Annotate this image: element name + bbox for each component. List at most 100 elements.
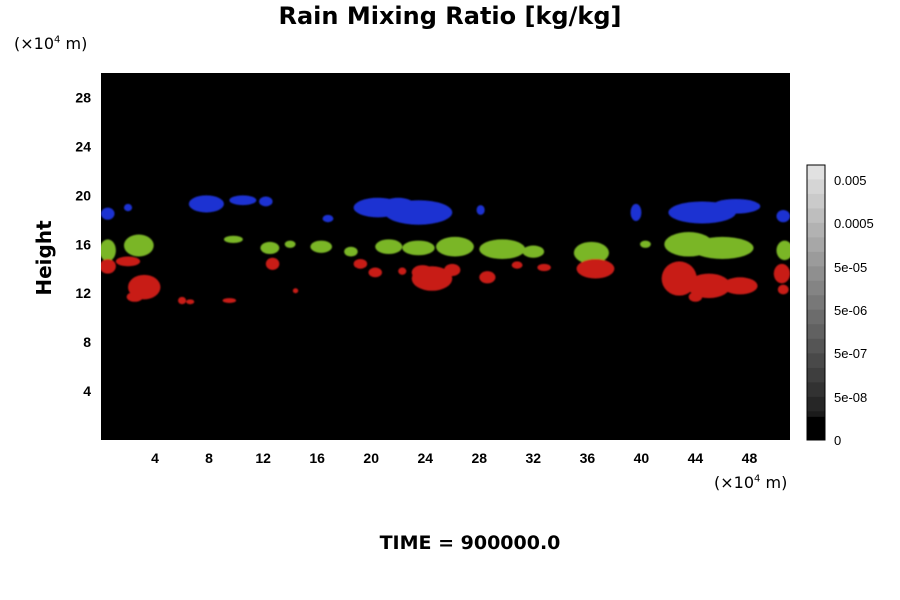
colorbar-zero-swatch — [807, 416, 825, 440]
blue-region — [188, 195, 224, 213]
blue-region — [229, 195, 257, 206]
x-unit-exponent: 4 — [754, 473, 761, 485]
colorbar-label: 0.0005 — [834, 216, 874, 231]
colorbar-swatch — [807, 324, 825, 339]
green-region — [344, 246, 358, 257]
red-region — [186, 299, 195, 305]
green-region — [375, 239, 403, 255]
red-region — [511, 261, 523, 269]
red-region — [368, 267, 383, 278]
colorbar-swatch — [807, 382, 825, 397]
red-region — [353, 258, 368, 269]
x-axis-unit: (×104 m) — [714, 473, 787, 492]
x-tick-label: 40 — [634, 450, 650, 466]
green-region — [640, 240, 651, 248]
red-region — [688, 291, 703, 302]
x-tick-label: 24 — [417, 450, 433, 466]
blue-region — [322, 214, 334, 223]
y-tick-label: 24 — [75, 138, 91, 154]
x-tick-label: 48 — [742, 450, 758, 466]
red-region — [178, 296, 187, 305]
colorbar-swatch — [807, 280, 825, 296]
x-tick-label: 8 — [205, 450, 213, 466]
red-region — [722, 277, 758, 295]
plot-area — [101, 73, 790, 440]
green-region — [691, 236, 754, 259]
blue-region — [776, 210, 790, 223]
green-region — [573, 241, 609, 264]
red-region — [398, 267, 407, 275]
colorbar-swatch — [807, 222, 825, 238]
green-region — [776, 240, 790, 261]
colorbar-swatch — [807, 251, 825, 267]
y-tick-label: 4 — [83, 383, 91, 399]
y-tick-label: 28 — [75, 89, 91, 105]
green-region — [260, 241, 280, 255]
colorbar-swatch — [807, 179, 825, 195]
red-region — [411, 265, 434, 280]
colorbar-label: 0.005 — [834, 173, 867, 188]
colorbar-label: 5e-05 — [834, 260, 867, 275]
x-tick-label: 36 — [580, 450, 596, 466]
red-region — [537, 263, 551, 272]
colorbar-swatch — [807, 396, 825, 412]
x-tick-label: 16 — [309, 450, 325, 466]
colorbar-swatch — [807, 165, 825, 180]
chart-title: Rain Mixing Ratio [kg/kg] — [278, 2, 622, 30]
red-region — [265, 257, 280, 270]
colorbar-swatch — [807, 208, 825, 224]
colorbar-swatch — [807, 367, 825, 383]
blue-region — [711, 199, 761, 214]
y-tick-label: 12 — [75, 285, 91, 301]
y-tick-label: 8 — [83, 334, 91, 350]
y-unit-suffix: m) — [60, 34, 88, 53]
green-region — [123, 234, 154, 257]
red-region — [687, 273, 731, 299]
red-region — [115, 256, 141, 267]
blue-region — [123, 203, 133, 212]
red-region — [292, 288, 299, 294]
blue-region — [382, 197, 415, 213]
colorbar-swatch — [807, 309, 825, 325]
colorbar-label: 5e-07 — [834, 346, 867, 361]
green-region — [101, 239, 116, 262]
y-unit-prefix: (×10 — [14, 34, 55, 53]
x-tick-label: 32 — [526, 450, 542, 466]
x-unit-suffix: m) — [760, 473, 788, 492]
colorbar-label: 0 — [834, 433, 841, 448]
colorbar-label: 5e-06 — [834, 303, 867, 318]
colorbar-swatch — [807, 266, 825, 282]
red-region — [576, 258, 615, 279]
x-unit-prefix: (×10 — [714, 473, 755, 492]
green-region — [522, 245, 545, 258]
x-tick-label: 20 — [363, 450, 379, 466]
y-unit-exponent: 4 — [54, 34, 61, 46]
red-region — [222, 298, 237, 303]
y-tick-label: 20 — [75, 187, 91, 203]
colorbar-swatch — [807, 295, 825, 311]
green-region — [479, 239, 526, 259]
blue-region — [101, 207, 115, 220]
green-region — [436, 236, 474, 257]
red-region — [479, 271, 496, 284]
green-region — [223, 235, 243, 244]
x-tick-label: 12 — [255, 450, 271, 466]
colorbar-swatch — [807, 237, 825, 253]
colorbar-frame — [806, 164, 826, 441]
y-axis-unit: (×104 m) — [14, 34, 87, 53]
data-field — [101, 195, 790, 305]
x-tick-label: 4 — [151, 450, 159, 466]
green-region — [402, 240, 435, 256]
x-tick-label: 44 — [688, 450, 704, 466]
red-region — [777, 284, 789, 295]
red-region — [101, 258, 116, 274]
blue-region — [259, 196, 273, 207]
colorbar-swatch — [807, 353, 825, 368]
green-region — [284, 240, 296, 248]
x-tick-label: 28 — [471, 450, 487, 466]
blue-region — [630, 203, 642, 222]
colorbar-label: 5e-08 — [834, 390, 867, 405]
blue-region — [476, 205, 485, 215]
red-region — [444, 263, 461, 277]
